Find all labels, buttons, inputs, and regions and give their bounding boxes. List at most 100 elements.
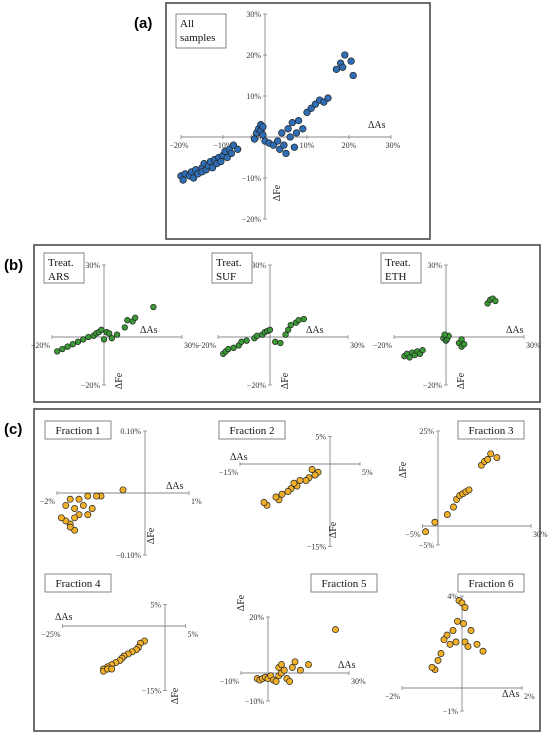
- data-point: [460, 620, 467, 628]
- data-point: [487, 450, 495, 458]
- y-tick-label: 30%: [427, 261, 442, 270]
- data-point: [446, 640, 454, 648]
- y-tick-label: −15%: [307, 543, 327, 552]
- note-line-2: samples: [180, 32, 215, 44]
- x-tick-label: 30%: [386, 141, 401, 150]
- y-tick-label: −15%: [142, 687, 162, 696]
- data-point: [217, 157, 225, 166]
- note-box: [44, 420, 112, 440]
- data-point: [431, 518, 439, 526]
- y-tick-label: −5%: [419, 541, 435, 550]
- data-point: [119, 486, 127, 494]
- data-point: [79, 501, 87, 509]
- data-point: [179, 176, 187, 184]
- data-point: [272, 677, 280, 685]
- data-point: [121, 324, 128, 331]
- y-tick-label: −20%: [81, 381, 101, 390]
- data-point: [272, 338, 279, 345]
- x-tick-label: 30%: [351, 677, 366, 686]
- x-axis-label: ΔAs: [55, 612, 73, 623]
- data-point: [300, 315, 307, 323]
- data-point: [282, 331, 289, 338]
- data-point: [454, 617, 461, 625]
- data-point: [57, 514, 65, 522]
- note-box: [43, 252, 85, 284]
- data-point: [406, 354, 413, 361]
- data-point: [266, 326, 274, 333]
- data-point: [74, 338, 82, 345]
- y-axis-label: ΔFe: [456, 372, 467, 389]
- data-point: [108, 335, 115, 342]
- data-point: [419, 347, 426, 354]
- note-text: Fraction 2: [230, 425, 275, 437]
- panel-c-frame: [33, 408, 541, 732]
- y-tick-label: −20%: [242, 215, 262, 224]
- x-tick-label: 20%: [342, 141, 357, 150]
- y-tick-label: 5%: [150, 601, 161, 610]
- x-axis-label: ΔAs: [230, 452, 248, 463]
- data-point: [234, 145, 242, 153]
- data-point: [84, 511, 92, 519]
- data-point: [465, 486, 473, 494]
- chart-ars: −20% 30% −20% 30% ΔAs ΔFe Treat. ARS: [31, 252, 199, 390]
- data-point: [66, 523, 74, 531]
- data-point: [280, 666, 288, 674]
- data-point: [299, 125, 307, 133]
- data-point: [284, 125, 292, 133]
- y-tick-label: 30%: [246, 10, 261, 19]
- data-point: [302, 477, 310, 484]
- data-point: [308, 466, 316, 473]
- data-point: [290, 143, 299, 151]
- data-point: [292, 129, 301, 137]
- y-tick-label: −0.10%: [116, 551, 142, 560]
- x-axis-label: ΔAs: [368, 120, 386, 131]
- data-point: [259, 123, 267, 131]
- data-point: [80, 336, 87, 343]
- panel-c-label: (c): [4, 421, 22, 438]
- chart-f4: −25% 5% −15% 5% ΔAs ΔFe Fraction 4: [41, 573, 199, 704]
- data-point: [341, 51, 349, 59]
- note-text: Fraction 1: [56, 425, 101, 437]
- x-tick-label: 1%: [191, 497, 202, 506]
- x-axis-label: ΔAs: [506, 325, 524, 336]
- data-point: [324, 94, 332, 102]
- x-tick-label: 30%: [350, 341, 365, 350]
- x-axis-label: ΔAs: [166, 481, 184, 492]
- note-line-2: SUF: [216, 271, 236, 283]
- data-point: [66, 495, 74, 503]
- y-axis-label: ΔFe: [114, 372, 125, 389]
- y-tick-label: 30%: [251, 261, 266, 270]
- chart-f2: −15% 5% −15% 5% ΔAs ΔFe Fraction 2: [218, 420, 373, 552]
- chart-f6: −2% 2% −1% 4% ΔAs Fraction 6: [385, 573, 535, 716]
- y-axis-label: ΔFe: [280, 372, 291, 389]
- x-tick-label: −2%: [40, 497, 56, 506]
- data-point: [461, 604, 469, 611]
- x-tick-label: 30%: [533, 530, 548, 539]
- data-point: [437, 650, 445, 657]
- x-tick-label: −25%: [41, 630, 61, 639]
- data-point: [280, 141, 288, 149]
- data-point: [458, 336, 465, 343]
- note-box: [457, 573, 525, 593]
- data-point: [288, 118, 296, 127]
- chart-f3: −5% 30% −5% 25% ΔFe Fraction 3: [398, 420, 548, 550]
- data-point: [62, 501, 70, 509]
- y-axis-label: ΔFe: [328, 521, 339, 538]
- data-point: [238, 338, 245, 345]
- data-point: [464, 643, 472, 651]
- y-tick-label: −10%: [242, 174, 262, 183]
- panel-a-frame: [165, 2, 431, 240]
- y-tick-label: 4%: [447, 592, 458, 601]
- y-tick-label: 25%: [419, 427, 434, 436]
- data-point: [260, 499, 268, 506]
- data-point: [227, 149, 236, 158]
- note-line-2: ARS: [48, 271, 69, 283]
- data-point: [108, 665, 116, 673]
- data-point: [71, 514, 79, 522]
- data-point: [311, 471, 319, 479]
- note-box: [457, 420, 525, 440]
- x-tick-label: −10%: [220, 677, 240, 686]
- data-point: [287, 321, 294, 329]
- chart-f5: −10% 30% −10% 20% ΔAs ΔFe Fraction 5: [220, 573, 378, 706]
- y-tick-label: 0.10%: [120, 427, 141, 436]
